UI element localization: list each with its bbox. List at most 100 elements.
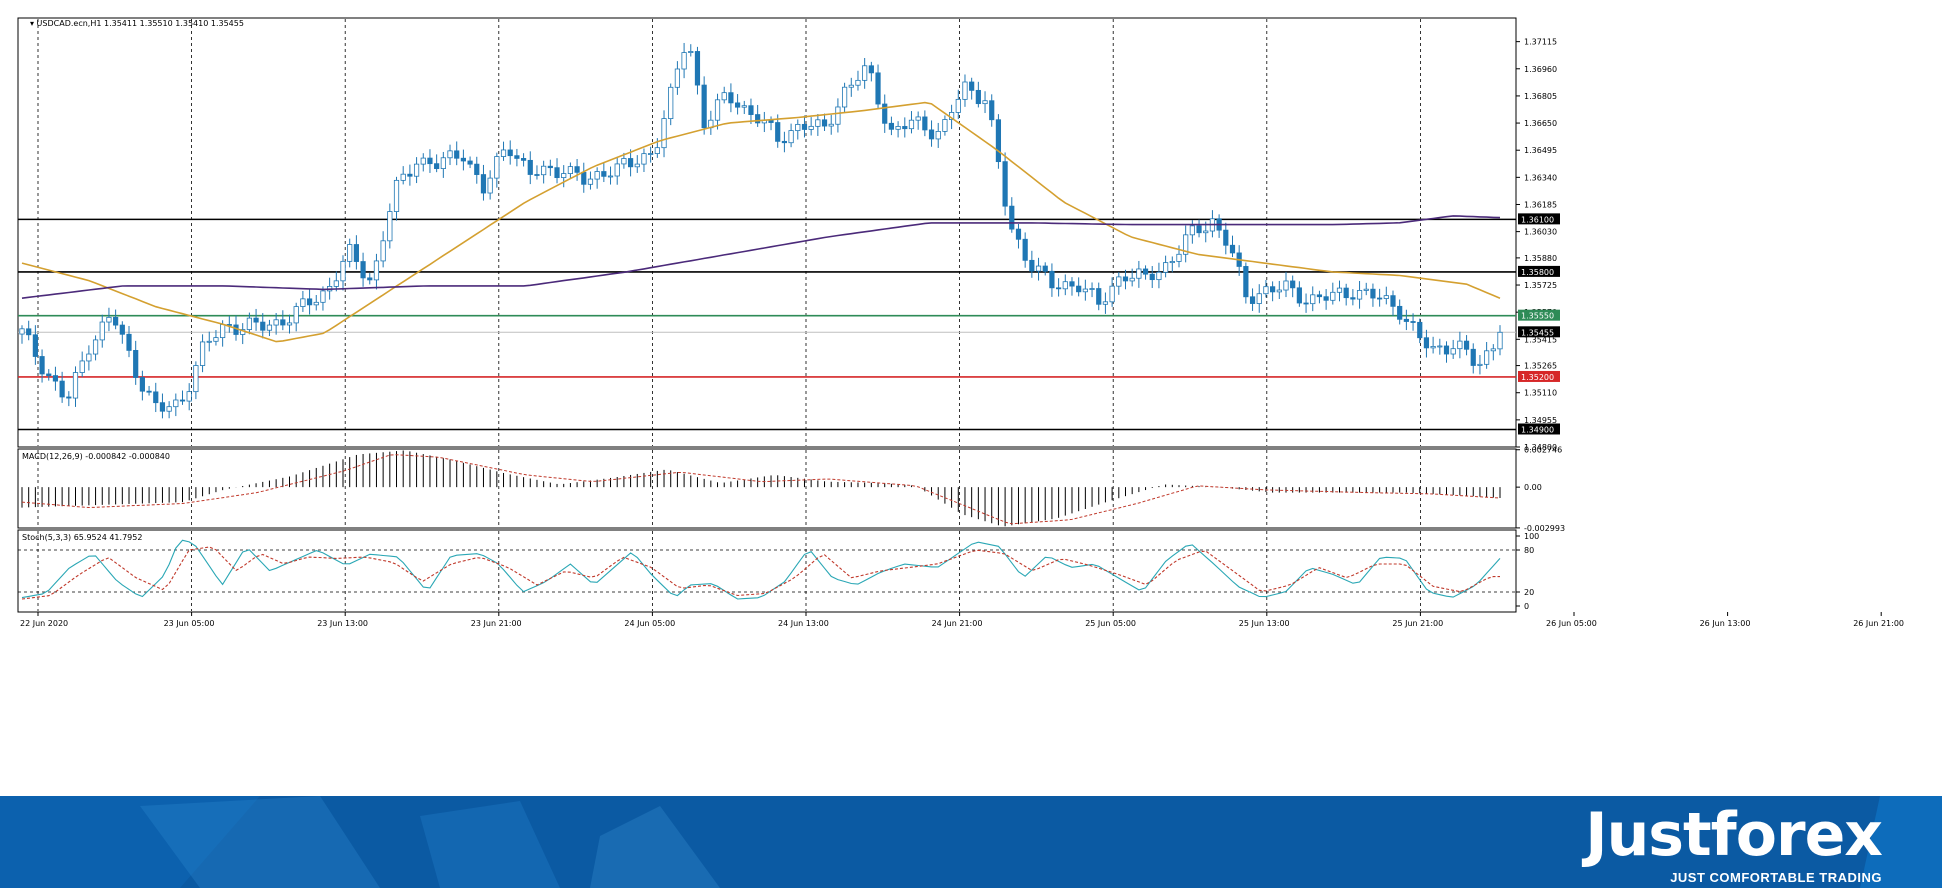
candle-body xyxy=(1223,229,1229,246)
candle-body xyxy=(1156,271,1162,281)
price-tick-label: 1.36340 xyxy=(1524,173,1557,182)
price-tick-label: 1.37115 xyxy=(1524,38,1557,47)
candle-body xyxy=(875,72,881,105)
candle-body xyxy=(280,319,286,326)
moving-average-fast xyxy=(21,101,1501,343)
candle-body xyxy=(32,334,38,357)
candle-body xyxy=(534,174,540,176)
candle-body xyxy=(246,317,252,330)
candle-body xyxy=(166,406,172,412)
candle-body xyxy=(547,165,553,169)
panel-frame xyxy=(17,448,1517,529)
candle-body xyxy=(1377,297,1383,300)
time-tick-label: 26 Jun 05:00 xyxy=(1546,619,1597,628)
candle-body xyxy=(808,125,814,130)
candle-body xyxy=(1316,294,1323,298)
candle-body xyxy=(1136,268,1142,279)
candle-body xyxy=(1323,296,1329,301)
candle-body xyxy=(119,324,125,335)
candle-body xyxy=(253,317,259,323)
candle-body xyxy=(734,102,741,108)
candle-body xyxy=(1397,305,1403,320)
candle-body xyxy=(1383,295,1389,299)
candle-body xyxy=(694,51,701,86)
candle-body xyxy=(159,402,166,412)
candle-body xyxy=(561,173,567,179)
level-price-tag xyxy=(1518,370,1560,382)
macd-tick-label: 0.00 xyxy=(1524,483,1542,492)
candle-body xyxy=(594,171,600,180)
candle-body xyxy=(1490,348,1496,352)
time-tick-label: 23 Jun 05:00 xyxy=(164,619,215,628)
candle-body xyxy=(955,98,961,113)
macd-signal-line xyxy=(21,454,1501,525)
candle-body xyxy=(293,306,299,324)
candle-body xyxy=(1129,277,1135,282)
brand-logo: Justforex xyxy=(1585,800,1883,870)
time-tick-label: 26 Jun 13:00 xyxy=(1700,619,1751,628)
candle-body xyxy=(313,301,319,306)
candle-body xyxy=(1370,288,1376,299)
stochastic-tick-label: 100 xyxy=(1524,532,1539,541)
candle-body xyxy=(206,340,212,343)
current-price-label: 1.35455 xyxy=(1521,328,1554,337)
candle-body xyxy=(1330,291,1336,301)
banner-decoration xyxy=(0,796,1942,888)
candle-body xyxy=(1470,348,1476,366)
candle-body xyxy=(106,316,112,323)
candle-body xyxy=(634,163,640,168)
candle-body xyxy=(447,150,453,159)
candle-body xyxy=(1142,268,1149,275)
candle-body xyxy=(607,175,614,178)
candle-body xyxy=(1042,265,1048,272)
price-tick-label: 1.35265 xyxy=(1524,362,1557,371)
macd-panel: MACD(12,26,9) -0.000842 -0.000840 0.00274… xyxy=(17,446,1565,533)
time-tick-label: 25 Jun 13:00 xyxy=(1239,619,1290,628)
candle-body xyxy=(841,86,848,108)
candle-body xyxy=(788,130,794,144)
candle-body xyxy=(728,92,734,104)
candle-body xyxy=(942,119,948,132)
candle-body xyxy=(882,103,888,124)
candle-body xyxy=(574,166,580,173)
candle-body xyxy=(199,341,206,366)
candle-body xyxy=(520,158,527,161)
candle-body xyxy=(320,290,326,303)
candle-body xyxy=(868,65,874,74)
candle-body xyxy=(1423,337,1430,349)
candle-body xyxy=(139,377,145,392)
candle-body xyxy=(480,174,487,194)
candle-body xyxy=(179,399,186,402)
candle-body xyxy=(969,81,975,91)
candle-body xyxy=(46,373,52,376)
stochastic-signal-line xyxy=(21,546,1500,600)
candle-body xyxy=(1263,286,1269,295)
candle-body xyxy=(668,86,674,120)
candle-body xyxy=(1276,289,1282,293)
candle-body xyxy=(19,328,25,335)
candle-body xyxy=(427,157,433,165)
price-tick-label: 1.34955 xyxy=(1524,416,1557,425)
candle-body xyxy=(1283,280,1289,291)
candle-body xyxy=(1457,340,1463,350)
candle-body xyxy=(848,84,854,88)
candle-body xyxy=(1035,265,1042,272)
candle-body xyxy=(407,173,413,177)
candle-body xyxy=(146,390,152,393)
candle-body xyxy=(434,163,440,169)
level-price-label: 1.35800 xyxy=(1521,268,1554,277)
candle-body xyxy=(915,116,921,121)
candle-body xyxy=(775,122,781,142)
candle-body xyxy=(688,51,694,53)
candle-body xyxy=(815,119,821,127)
level-price-label: 1.35550 xyxy=(1521,312,1554,321)
panel-frame xyxy=(17,529,1517,613)
candle-body xyxy=(1102,301,1109,305)
candle-body xyxy=(1009,205,1015,230)
level-price-label: 1.35200 xyxy=(1521,373,1554,382)
price-tick-label: 1.35880 xyxy=(1524,254,1557,263)
stochastic-tick-label: 20 xyxy=(1524,588,1534,597)
candle-body xyxy=(554,167,560,179)
candle-body xyxy=(995,119,1002,163)
candle-body xyxy=(1350,297,1356,300)
